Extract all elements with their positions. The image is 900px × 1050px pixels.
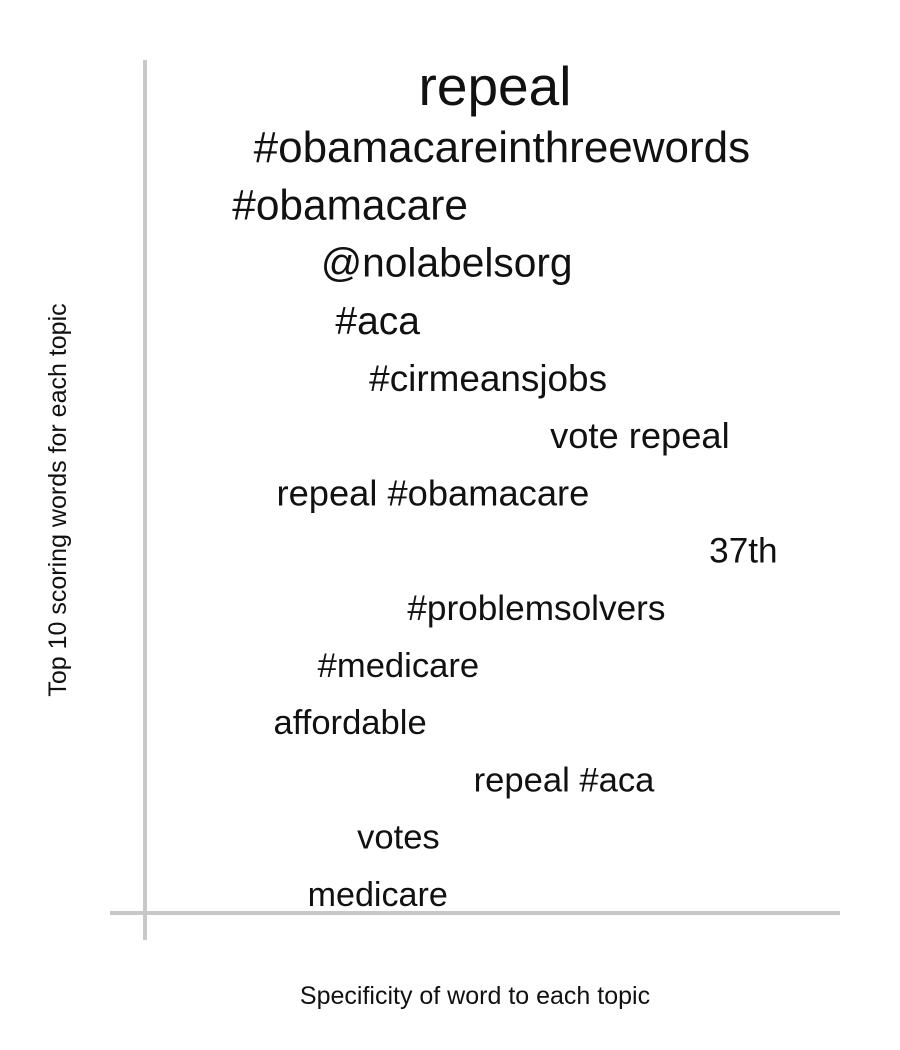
word-label: 37th xyxy=(709,532,778,571)
word-label: #cirmeansjobs xyxy=(369,358,607,399)
word-label: repeal xyxy=(419,55,572,117)
word-label: medicare xyxy=(308,876,448,914)
word-label: repeal #obamacare xyxy=(277,472,590,513)
word-label: repeal #aca xyxy=(474,761,655,799)
word-label: #medicare xyxy=(318,647,479,685)
word-label: #obamacareinthreewords xyxy=(254,123,751,172)
word-label: vote repeal xyxy=(550,415,730,456)
word-label: #problemsolvers xyxy=(407,589,665,628)
x-axis-label: Specificity of word to each topic xyxy=(300,982,650,1010)
word-labels-group: repeal #obamacareinthreewords #obamacare @n… xyxy=(232,55,777,914)
word-label: affordable xyxy=(274,704,427,742)
word-label: #aca xyxy=(335,300,420,343)
y-axis-label: Top 10 scoring words for each topic xyxy=(44,303,72,696)
word-label: votes xyxy=(357,819,440,857)
word-label: @nolabelsorg xyxy=(321,240,573,286)
word-label: #obamacare xyxy=(232,181,468,228)
